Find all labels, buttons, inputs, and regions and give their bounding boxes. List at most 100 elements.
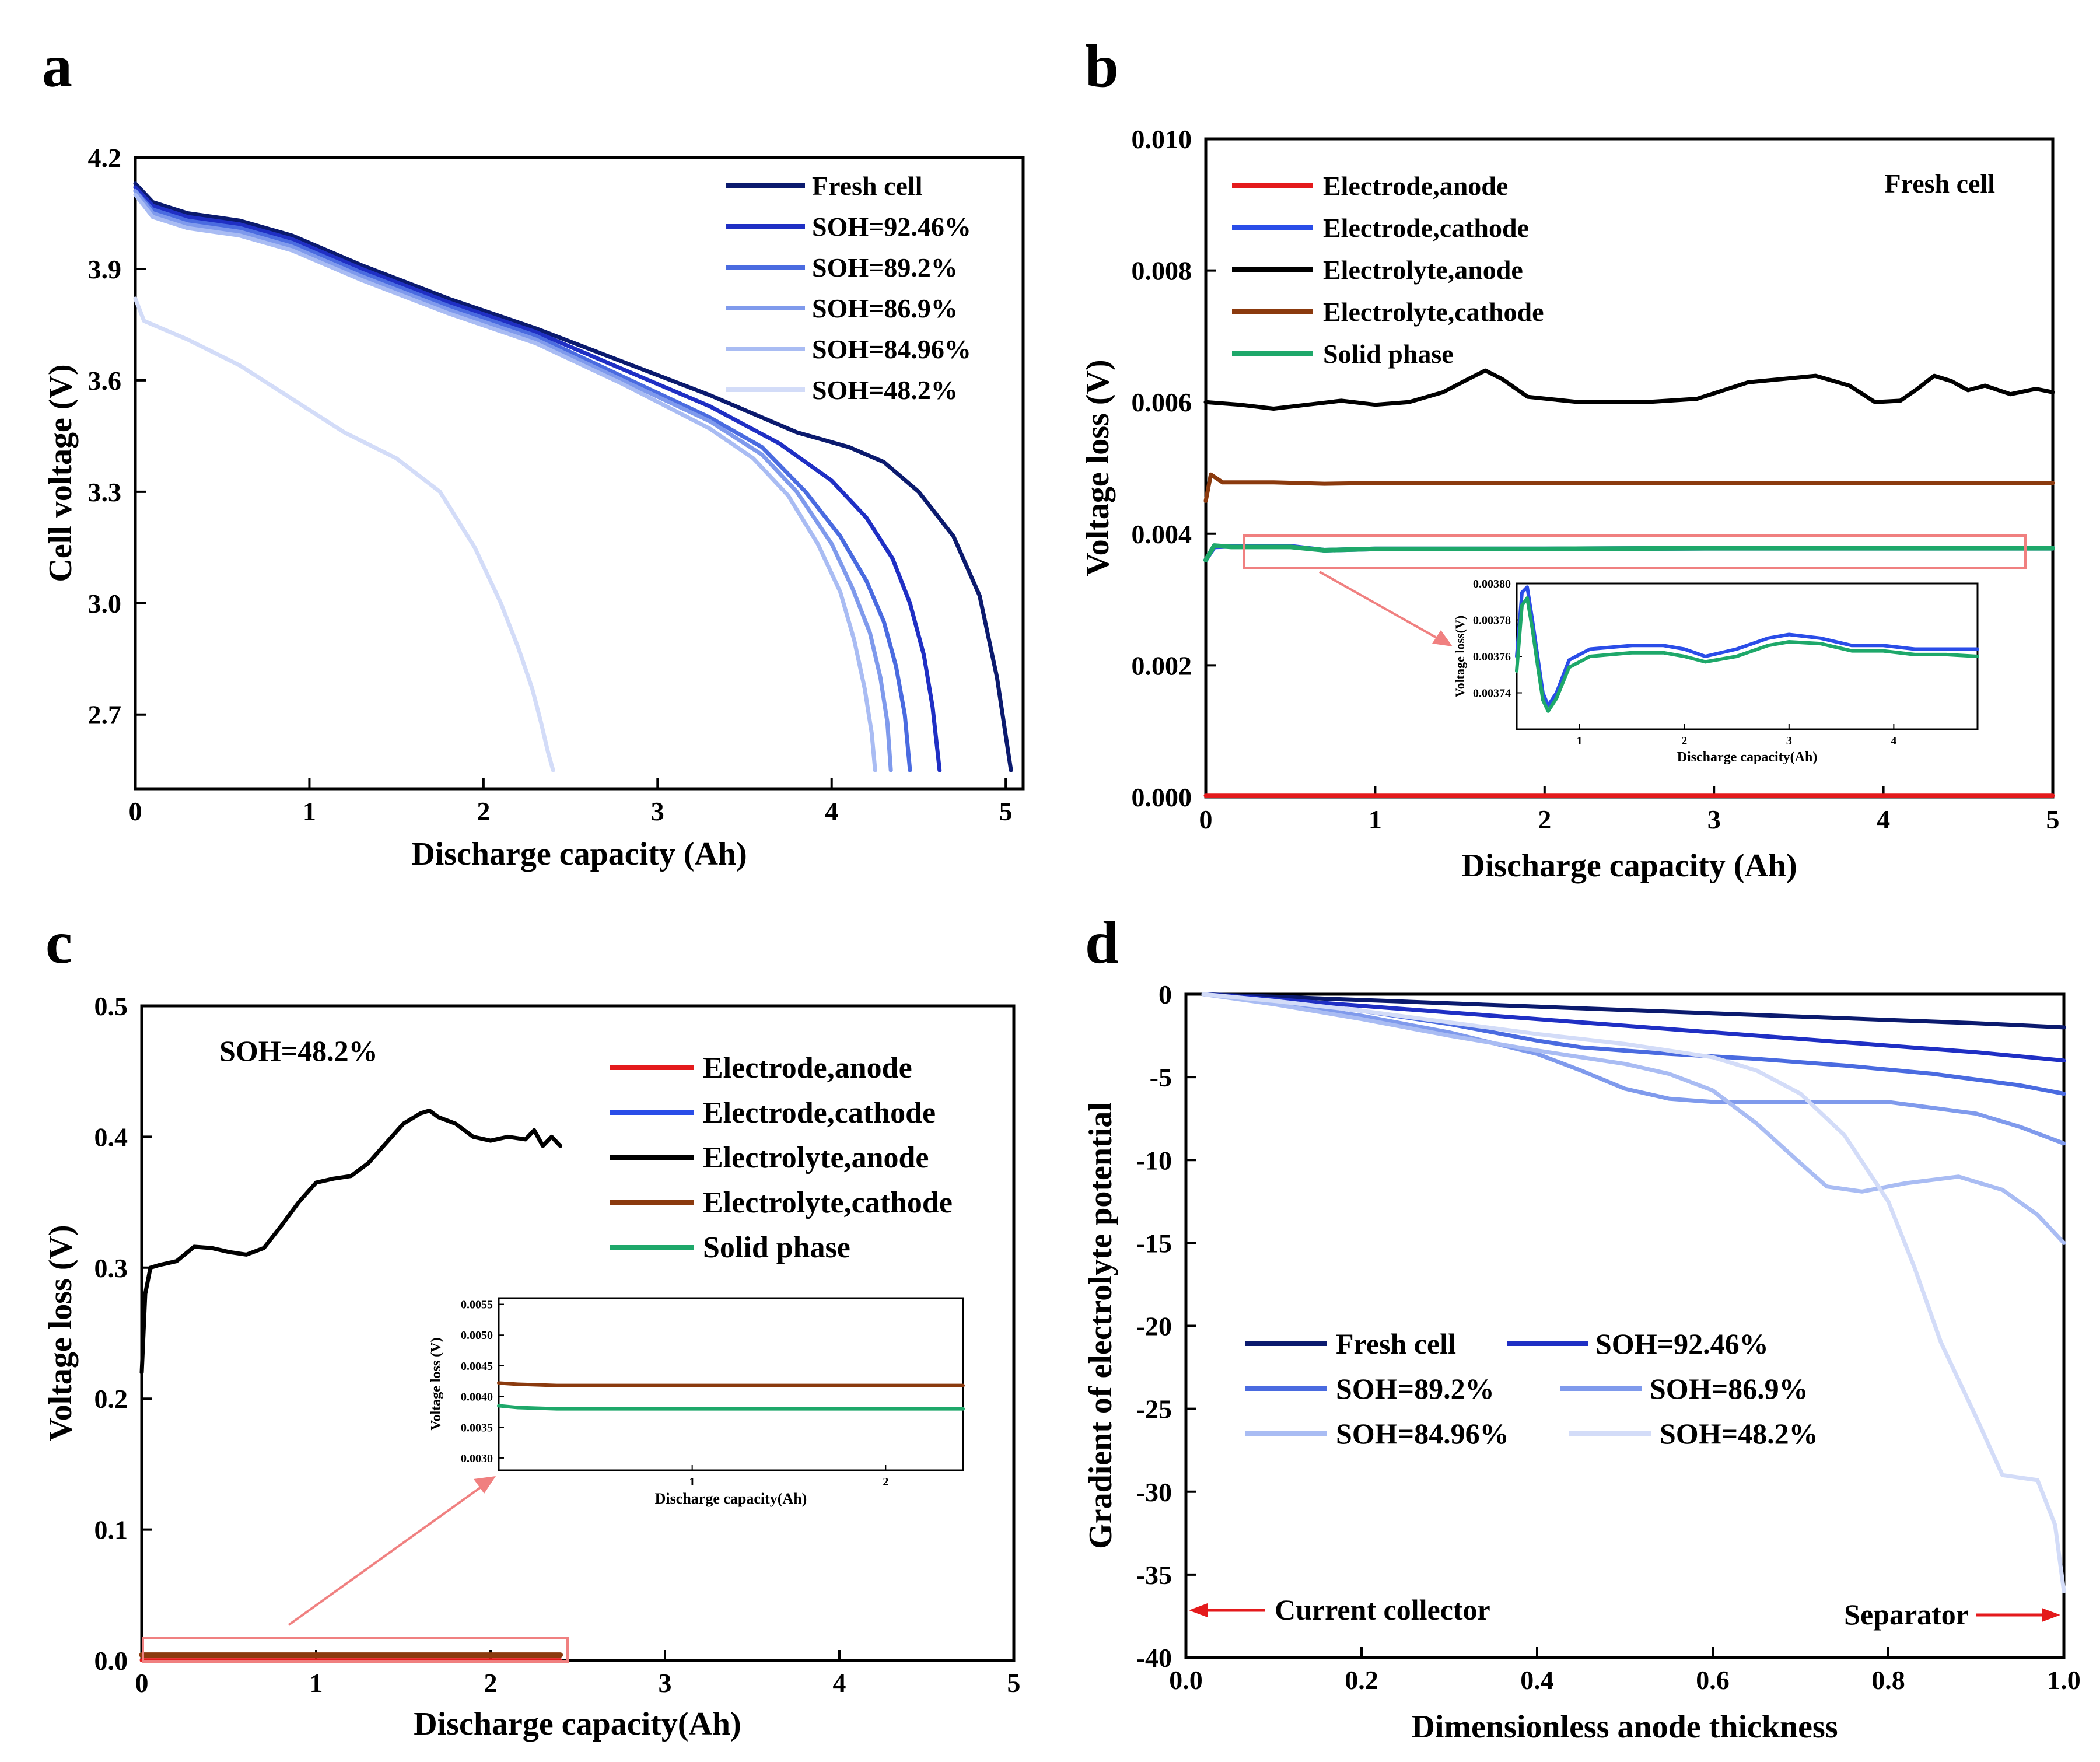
panel-c-yticklabels: 0.0 0.1 0.2 0.3 0.4 0.5 [94, 991, 128, 1676]
panel-a-legend-label: Fresh cell [812, 171, 922, 201]
panel-a-line-soh-86-9 [133, 188, 893, 772]
panel-b-yticklabels: 0.000 0.002 0.004 0.006 0.008 0.010 [1132, 124, 1192, 812]
separator-arrowhead [2042, 1608, 2060, 1622]
panel-b-xtick-label: 5 [2046, 805, 2060, 834]
panel-d-ticks [1185, 993, 2065, 1659]
panel-a-xlabel: Discharge capacity (Ah) [411, 836, 747, 872]
panel-b-line-electrolyte-anode [1203, 368, 2055, 411]
panel-c-legend-label: Electrode,cathode [703, 1096, 936, 1130]
panel-a-legend: Fresh cell SOH=92.46% SOH=89.2% SOH=86.9… [726, 171, 971, 405]
panel-a-xtick-label: 5 [999, 796, 1013, 826]
panel-b-inset-line-solid-phase [1515, 596, 1979, 713]
panel-c-annotation: SOH=48.2% [219, 1034, 378, 1067]
panel-d-line-fresh-cell [1201, 992, 2066, 1030]
panel-d-label: d [1085, 909, 1119, 976]
panel-a-line-fresh-cell [133, 181, 1013, 772]
panel-a-xtick-label: 4 [825, 796, 838, 826]
current-collector-arrowhead [1189, 1603, 1208, 1617]
panel-c-xtick-label: 2 [484, 1668, 498, 1698]
panel-b-ytick-label: 0.002 [1132, 651, 1192, 680]
panel-b: b 0 1 2 3 4 5 0.000 0.002 0.004 0.006 0.… [1080, 33, 2060, 884]
panel-c-inset-ticks [499, 1303, 887, 1470]
panel-b-legend-label: Solid phase [1323, 339, 1454, 369]
panel-a-xtick-label: 1 [303, 796, 316, 826]
panel-a-ytick-label: 4.2 [88, 143, 122, 173]
panel-b-ylabel: Voltage loss (V) [1080, 359, 1116, 576]
panel-d-ytick-label: -25 [1136, 1394, 1172, 1424]
panel-d-legend-label: Fresh cell [1336, 1327, 1456, 1360]
panel-d-line-soh-92-46 [1201, 992, 2066, 1063]
panel-b-inset-xtick-label: 4 [1891, 735, 1896, 747]
panel-a-line-soh-48-2 [133, 296, 555, 772]
panel-a-line-soh-89-2 [133, 188, 912, 772]
panel-c-ytick-label: 0.2 [94, 1384, 128, 1414]
current-collector-label: Current collector [1275, 1593, 1490, 1626]
panel-d-ytick-label: -15 [1136, 1228, 1172, 1258]
panel-c-xtick-label: 3 [659, 1668, 672, 1698]
panel-a-ticks [134, 156, 1007, 789]
panel-c-inset-ytick-label: 0.0030 [461, 1452, 493, 1465]
panel-d-xticklabels: 0.0 0.2 0.4 0.6 0.8 1.0 [1169, 1665, 2081, 1695]
panel-d-line-soh-86-9 [1201, 992, 2066, 1146]
panel-c-inset-line-electrolyte-cathode [497, 1381, 965, 1387]
panel-a-series [133, 181, 1013, 772]
panel-b-inset-ytick-label: 0.00376 [1473, 651, 1511, 663]
panel-d-xtick-label: 0.8 [1871, 1665, 1905, 1695]
panel-c-series [139, 1109, 564, 1663]
panel-b-legend-label: Electrode,anode [1323, 171, 1508, 201]
panel-d-ytick-label: -10 [1136, 1145, 1172, 1175]
panel-c-legend: Electrode,anode Electrode,cathode Electr… [610, 1051, 953, 1264]
panel-d-ytick-label: -20 [1136, 1312, 1172, 1341]
panel-d-annotations: Current collector Separator [1189, 1593, 2060, 1631]
panel-d-ytick-label: 0 [1158, 980, 1172, 1009]
panel-b-xtick-label: 2 [1538, 805, 1551, 834]
panel-b-ytick-label: 0.000 [1132, 782, 1192, 812]
panel-a-frame [134, 156, 1025, 791]
panel-a-ytick-label: 2.7 [88, 700, 122, 730]
panel-d-xtick-label: 1.0 [2047, 1665, 2081, 1695]
panel-c-xticklabels: 0 1 2 3 4 5 [135, 1668, 1021, 1698]
panel-c-ytick-label: 0.0 [94, 1646, 128, 1676]
panel-c-inset-ytick-label: 0.0035 [461, 1421, 493, 1434]
panel-b-xticklabels: 0 1 2 3 4 5 [1199, 805, 2060, 834]
panel-d-legend-label: SOH=48.2% [1660, 1417, 1818, 1450]
panel-b-zoom-arrowhead [1432, 630, 1452, 646]
panel-b-highlight-box [1242, 534, 2027, 569]
panel-a-xtick-label: 2 [477, 796, 490, 826]
panel-c-ytick-label: 0.4 [94, 1122, 128, 1152]
panel-a-ytick-label: 3.0 [88, 589, 122, 618]
panel-a-line-soh-84-96 [133, 193, 877, 772]
panel-d-series [1201, 992, 2066, 1593]
panel-c-xtick-label: 5 [1007, 1668, 1021, 1698]
panel-b-line-solid-phase [1203, 543, 2055, 562]
panel-a-yticklabels: 2.7 3.0 3.3 3.6 3.9 4.2 [88, 143, 122, 730]
panel-b-inset-ylabel: Voltage loss(V) [1452, 616, 1467, 697]
panel-b-label: b [1085, 33, 1119, 100]
panel-b-xtick-label: 0 [1199, 805, 1213, 834]
panel-d-legend-label: SOH=86.9% [1650, 1372, 1808, 1405]
panel-b-inset-xtick-label: 1 [1577, 735, 1583, 747]
panel-c-ylabel: Voltage loss (V) [43, 1225, 79, 1441]
panel-c-highlight-box [142, 1637, 569, 1663]
panel-d: d 0.0 0.2 0.4 0.6 0.8 1.0 0 -5 -10 -15 -… [1083, 909, 2081, 1745]
panel-a-legend-label: SOH=48.2% [812, 375, 958, 405]
panel-a-ylabel: Cell voltage (V) [43, 364, 79, 582]
panel-b-zoom-arrow [1319, 571, 1444, 643]
panel-a-legend-label: SOH=84.96% [812, 334, 971, 364]
panel-c-inset-xtick-label: 1 [690, 1476, 695, 1488]
panel-c-ytick-label: 0.5 [94, 991, 128, 1021]
panel-b-inset-xtick-label: 2 [1681, 735, 1687, 747]
panel-d-line-soh-48-2 [1201, 992, 2066, 1593]
panel-b-xtick-label: 3 [1707, 805, 1721, 834]
panel-d-yticklabels: 0 -5 -10 -15 -20 -25 -30 -35 -40 [1136, 980, 1172, 1673]
panel-a-ytick-label: 3.6 [88, 366, 122, 396]
panel-b-legend-label: Electrode,cathode [1323, 213, 1529, 243]
panel-b-inset-ytick-label: 0.00374 [1473, 687, 1511, 700]
panel-c-inset-ytick-label: 0.0055 [461, 1299, 493, 1312]
panel-b-xlabel: Discharge capacity (Ah) [1461, 848, 1797, 884]
panel-c-inset-ytick-label: 0.0040 [461, 1391, 493, 1404]
panel-d-legend-label: SOH=92.46% [1595, 1327, 1769, 1360]
panel-d-legend-label: SOH=84.96% [1336, 1417, 1509, 1450]
panel-c-legend-label: Electrolyte,cathode [703, 1186, 953, 1219]
panel-c-inset-ytick-label: 0.0050 [461, 1329, 493, 1342]
